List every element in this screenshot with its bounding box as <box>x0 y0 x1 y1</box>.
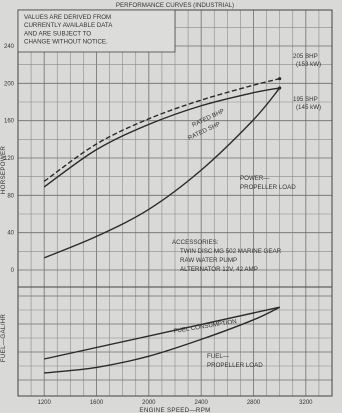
x-tick-label: 3200 <box>299 400 313 406</box>
notice-box <box>17 9 176 53</box>
x-tick-label: 2400 <box>194 400 208 406</box>
notice-line: CHANGE WITHOUT NOTICE. <box>24 39 108 46</box>
accessories-line: TWIN DISC MG 502 MARINE GEAR <box>180 248 282 255</box>
frame <box>17 9 333 397</box>
x-tick-label: 1600 <box>90 400 104 406</box>
y-tick-label: 0 <box>11 268 15 274</box>
power-prop-label-2: PROPELLER LOAD <box>240 184 296 191</box>
power-prop-label: POWER— <box>240 175 270 182</box>
series-rated-shp-line <box>43 87 280 188</box>
y-tick-label: 160 <box>4 119 15 125</box>
accessories-line: ACCESSORIES: <box>172 239 219 246</box>
shp-end-point <box>278 86 282 90</box>
accessories-line: ALTERNATOR 12V, 42 AMP <box>180 266 258 273</box>
y-tick-label: 40 <box>7 231 14 237</box>
series-rated-bhp-line <box>43 77 280 182</box>
x-tick-label: 1200 <box>37 400 51 406</box>
x-tick-label: 2000 <box>142 400 156 406</box>
notice-line: VALUES ARE DERIVED FROM <box>24 14 111 21</box>
series-fuel-consumption-line <box>44 306 280 360</box>
fuel-prop-label: FUEL— <box>207 353 230 360</box>
shp-end-label: 195 SHP <box>293 96 318 103</box>
series-power-propeller-load-line <box>43 87 281 259</box>
accessories-line: RAW WATER PUMP <box>180 257 237 264</box>
ticks: 0 40 80 120 160 200 240 1200 1600 2000 2400 2800 320… <box>4 44 313 406</box>
bhp-end-kw-label: (153 kW) <box>296 61 321 68</box>
y-axis-label-horsepower: HORSEPOWER <box>0 146 7 195</box>
y-tick-label: 120 <box>4 156 15 162</box>
y-tick-label: 240 <box>4 44 15 50</box>
y-tick-label: 200 <box>4 81 15 87</box>
grid <box>17 10 333 396</box>
y-tick-label: 80 <box>7 193 14 199</box>
notice-line: AND ARE SUBJECT TO <box>24 30 91 37</box>
shp-end-kw-label: (145 kW) <box>296 104 321 111</box>
fuel-consumption-label: FUEL CONSUMPTION <box>173 318 237 335</box>
bhp-end-label: 205 BHP <box>293 53 318 60</box>
bhp-end-point <box>278 77 282 81</box>
series-fuel-propeller-load-line <box>44 306 280 374</box>
series <box>43 77 282 374</box>
x-tick-label: 2800 <box>247 400 261 406</box>
fuel-prop-label-2: PROPELLER LOAD <box>207 362 263 369</box>
notice-line: CURRENTLY AVAILABLE DATA <box>24 22 113 29</box>
y-axis-label-fuel: FUEL—GAL/HR <box>0 314 7 363</box>
chart-title: PERFORMANCE CURVES (INDUSTRIAL) <box>116 2 234 9</box>
x-axis-label: ENGINE SPEED—RPM <box>139 407 210 413</box>
